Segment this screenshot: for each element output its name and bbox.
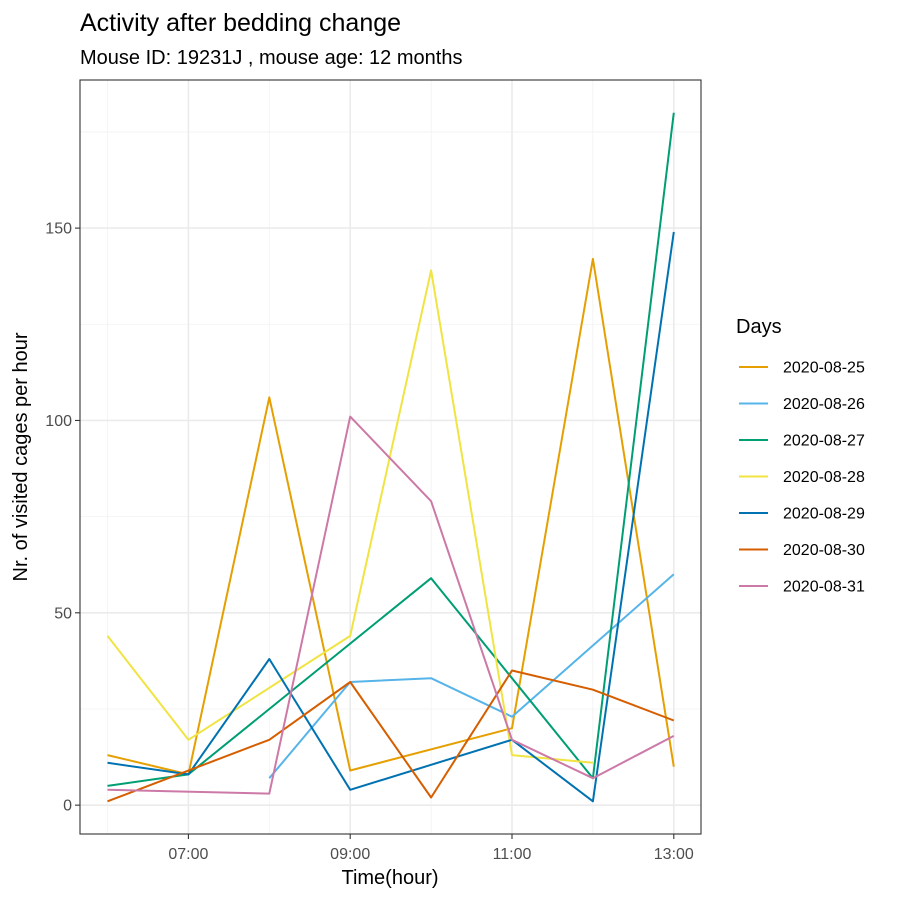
series-line-2020-08-26 <box>268 573 675 779</box>
grid-major <box>80 80 701 834</box>
legend-label: 2020-08-25 <box>783 360 865 377</box>
y-axis-title: Nr. of visited cages per hour <box>10 332 32 581</box>
x-tick-label: 07:00 <box>168 846 208 863</box>
x-axis: 07:00 09:00 11:00 13:00 <box>168 834 694 863</box>
legend: Days 2020-08-252020-08-262020-08-272020-… <box>736 316 865 596</box>
y-tick-label: 0 <box>63 798 72 815</box>
legend-items: 2020-08-25 2020-08-26 2020-08-27 2020-08-28… <box>739 360 865 596</box>
legend-label: 2020-08-31 <box>783 579 865 596</box>
legend-label: 2020-08-30 <box>783 542 865 559</box>
x-tick-label: 13:00 <box>654 846 694 863</box>
legend-item: 2020-08-25 <box>739 360 865 377</box>
legend-item: 2020-08-26 <box>739 396 865 413</box>
legend-item: 2020-08-30 <box>739 542 865 559</box>
legend-label: 2020-08-28 <box>783 469 865 486</box>
legend-label: 2020-08-26 <box>783 396 865 413</box>
series-line-2020-08-29 <box>107 231 675 803</box>
y-tick-label: 150 <box>45 221 72 238</box>
legend-title: Days <box>736 316 782 338</box>
legend-label: 2020-08-27 <box>783 433 865 450</box>
legend-item: 2020-08-31 <box>739 579 865 596</box>
legend-item: 2020-08-27 <box>739 433 865 450</box>
series-line-2020-08-30 <box>107 669 675 803</box>
series-lines <box>106 112 675 803</box>
x-axis-title: Time(hour) <box>341 867 438 889</box>
panel-border <box>79 79 702 835</box>
y-tick-label: 50 <box>54 605 72 622</box>
series-line-2020-08-31 <box>107 415 675 795</box>
legend-label: 2020-08-29 <box>783 506 865 523</box>
legend-item: 2020-08-29 <box>739 506 865 523</box>
series-line-2020-08-27 <box>107 112 675 787</box>
legend-item: 2020-08-28 <box>739 469 865 486</box>
x-tick-label: 09:00 <box>330 846 370 863</box>
chart-title: Activity after bedding change <box>80 9 401 37</box>
y-axis: 0 50 100 150 <box>45 221 80 815</box>
chart-subtitle: Mouse ID: 19231J , mouse age: 12 months <box>80 47 462 69</box>
x-tick-label: 11:00 <box>493 846 532 863</box>
plot-panel <box>79 79 702 835</box>
series-line-2020-08-28 <box>106 269 593 764</box>
y-tick-label: 100 <box>45 413 72 430</box>
